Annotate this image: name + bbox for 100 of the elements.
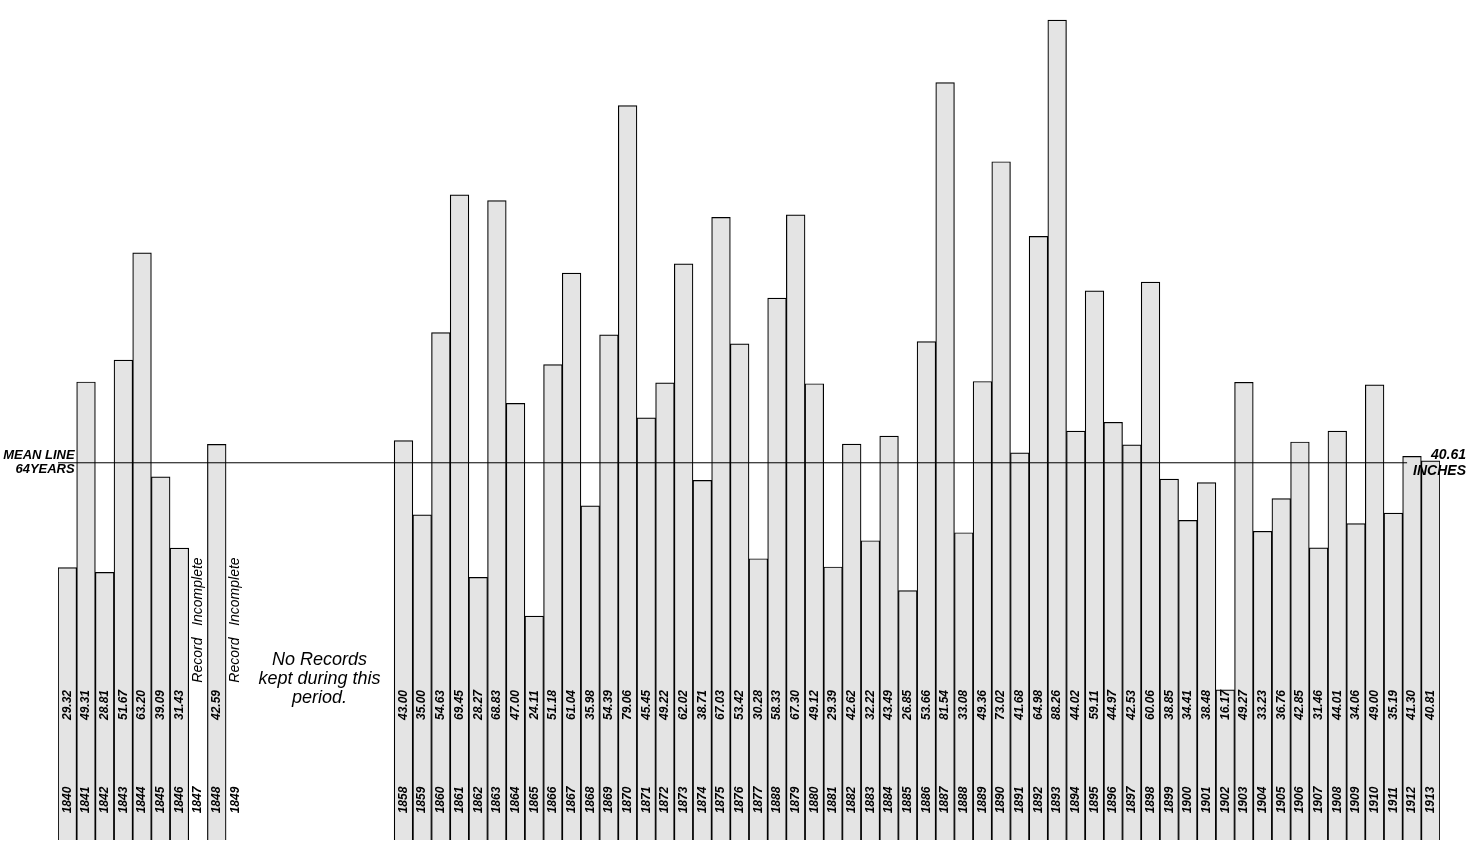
x-tick-label: 1905	[1273, 786, 1288, 814]
x-tick-label: 1906	[1292, 786, 1307, 814]
x-tick-label: 1842	[97, 786, 111, 814]
data-label: 69.45	[451, 689, 466, 721]
data-label: 30.28	[750, 689, 765, 721]
x-tick-label: 1890	[993, 786, 1008, 814]
x-tick-label: 1889	[974, 786, 989, 814]
x-tick-label: 1897	[1124, 785, 1139, 814]
data-label: 64.98	[1030, 689, 1045, 721]
data-label: 53.42	[731, 689, 746, 721]
data-label: 54.39	[601, 689, 616, 721]
x-tick-label: 1865	[526, 786, 541, 814]
x-tick-label: 1891	[1012, 786, 1027, 814]
x-tick-label: 1884	[881, 786, 896, 814]
x-tick-label: 1885	[900, 786, 915, 814]
data-label: 49.00	[1366, 689, 1381, 722]
data-label: 42.59	[209, 689, 224, 722]
x-tick-label: 1877	[750, 785, 765, 814]
x-tick-label: 1898	[1142, 786, 1157, 814]
data-label: 81.54	[937, 689, 952, 721]
data-label: 35.98	[582, 689, 597, 721]
data-label: 26.85	[900, 689, 915, 722]
x-tick-label: 1910	[1366, 786, 1381, 814]
data-label: 59.11	[1086, 690, 1101, 720]
data-label: 67.30	[788, 689, 802, 721]
data-label: 68.83	[489, 689, 504, 721]
data-label: 62.02	[675, 689, 690, 721]
data-label: 35.19	[1385, 689, 1400, 721]
x-tick-label: 1863	[489, 786, 504, 814]
data-label: 31.46	[1310, 689, 1325, 721]
x-tick-label: 1901	[1198, 786, 1213, 814]
x-tick-label: 1845	[153, 786, 168, 814]
x-tick-label: 1847	[190, 785, 205, 814]
x-tick-label: 1860	[433, 786, 448, 814]
data-label: 36.76	[1273, 689, 1288, 721]
x-tick-label: 1907	[1310, 785, 1325, 814]
data-label: 42.62	[844, 689, 859, 722]
x-tick-label: 1876	[731, 786, 746, 814]
x-tick-label: 1848	[209, 786, 224, 814]
data-label: 42.85	[1292, 689, 1307, 722]
x-tick-label: 1909	[1348, 786, 1363, 814]
x-tick-label: 1867	[563, 785, 578, 814]
data-label: 44.01	[1329, 689, 1344, 722]
x-tick-label: 1912	[1404, 786, 1419, 814]
data-label: 43.00	[395, 689, 410, 722]
annotation: MEAN LINE 64YEARS	[3, 447, 75, 477]
data-label: 44.97	[1105, 688, 1120, 722]
x-tick-label: 1841	[78, 786, 93, 814]
x-tick-label: 1903	[1236, 786, 1251, 814]
x-tick-label: 1904	[1254, 786, 1269, 814]
x-tick-label: 1900	[1180, 786, 1195, 814]
x-tick-label: 1911	[1385, 786, 1400, 813]
x-tick-label: 1846	[171, 786, 186, 814]
data-label: 33.23	[1254, 689, 1269, 721]
data-label: 38.85	[1161, 689, 1176, 721]
data-label: 51.18	[545, 689, 560, 721]
x-tick-label: 1888	[769, 786, 784, 814]
x-tick-label: 1883	[862, 786, 877, 814]
x-tick-label: 1871	[638, 786, 653, 814]
data-label: 29.32	[59, 689, 74, 722]
data-label: 49.27	[1236, 688, 1251, 722]
data-label: 53.66	[918, 689, 933, 721]
data-label: 51.67	[115, 688, 130, 721]
x-tick-label: 1874	[694, 786, 709, 814]
x-tick-label: 1893	[1049, 786, 1064, 814]
x-tick-label: 1870	[619, 786, 634, 814]
data-label: 88.26	[1049, 689, 1064, 721]
data-label: 28.81	[97, 689, 111, 722]
data-label: 49.22	[657, 689, 672, 722]
x-tick-label: 1880	[806, 786, 821, 814]
data-label: 29.39	[825, 689, 840, 722]
data-label: 61.04	[563, 689, 578, 721]
data-label: 38.71	[694, 689, 709, 721]
annotation: Record Incomplete	[226, 557, 243, 683]
data-label: 41.68	[1012, 689, 1027, 722]
x-tick-label: 1908	[1329, 786, 1344, 814]
x-tick-label: 1866	[545, 786, 560, 814]
data-label: 31.43	[171, 689, 186, 721]
data-label: 54.63	[433, 689, 448, 721]
data-label: 41.30	[1404, 689, 1419, 722]
x-tick-label: 1882	[844, 786, 859, 814]
x-tick-label: 1879	[788, 786, 802, 814]
data-label: 40.81	[1422, 689, 1437, 722]
data-label: 49.12	[806, 689, 821, 722]
annotation: Record Incomplete	[188, 557, 205, 683]
data-label: 42.53	[1124, 689, 1139, 722]
x-tick-label: 1859	[414, 786, 429, 814]
x-tick-label: 1892	[1030, 786, 1045, 814]
data-label: 49.36	[974, 689, 989, 722]
data-label: 32.22	[862, 689, 877, 721]
x-tick-label: 1840	[59, 786, 74, 814]
x-tick-label: 1875	[713, 786, 728, 814]
x-tick-label: 1858	[395, 786, 410, 814]
x-tick-label: 1913	[1422, 786, 1437, 814]
data-label: 67.03	[713, 689, 728, 721]
data-label: 34.41	[1180, 689, 1195, 721]
data-label: 58.33	[769, 689, 784, 721]
x-tick-label: 1894	[1068, 786, 1083, 814]
x-tick-label: 1887	[937, 785, 952, 814]
x-tick-label: 1886	[918, 786, 933, 814]
